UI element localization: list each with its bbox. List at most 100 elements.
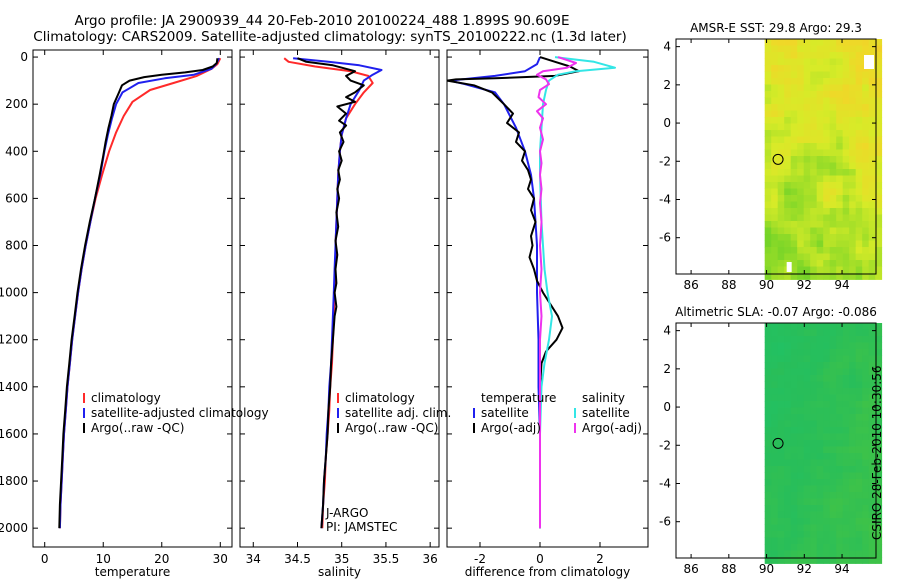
- sst-lat-tick-label: -2: [659, 154, 671, 168]
- sla-heat-cell: [855, 446, 863, 454]
- sst-heat-cell: [816, 182, 824, 189]
- sst-heat-cell: [816, 260, 824, 267]
- sla-heat-cell: [862, 329, 870, 337]
- sla-heat-cell: [777, 342, 785, 350]
- sla-heat-cell: [829, 459, 837, 467]
- sst-heat-cell: [823, 71, 831, 79]
- sla-heat-cell: [764, 505, 772, 512]
- sst-heat-cell: [868, 227, 876, 235]
- sla-heat-cell: [855, 544, 863, 551]
- sst-heat-cell: [810, 78, 818, 85]
- sst-heat-cell: [810, 110, 818, 118]
- sla-heat-cell: [771, 459, 779, 467]
- sla-heat-cell: [790, 440, 798, 447]
- sst-heat-cell: [875, 97, 883, 105]
- sst-heat-cell: [790, 208, 798, 215]
- sla-heat-cell: [836, 453, 844, 460]
- sst-heat-cell: [810, 208, 818, 215]
- sla-heat-cell: [836, 355, 844, 363]
- sla-heat-cell: [784, 531, 792, 538]
- sla-heat-cell: [829, 368, 837, 376]
- sst-heat-cell: [777, 156, 785, 163]
- sla-heat-cell: [829, 511, 837, 519]
- sla-heat-cell: [849, 544, 857, 551]
- sst-heat-cell: [842, 58, 850, 66]
- sla-heat-cell: [842, 459, 850, 467]
- sst-heat-cell: [803, 208, 811, 215]
- sst-heat-cell: [836, 58, 844, 66]
- sla-heat-cell: [810, 388, 818, 395]
- sla-heat-cell: [803, 446, 811, 454]
- sst-heat-cell: [810, 39, 818, 46]
- sst-heat-cell: [868, 253, 876, 261]
- sst-heat-cell: [842, 188, 850, 196]
- sst-heat-cell: [849, 39, 857, 46]
- sst-heat-cell: [823, 149, 831, 157]
- sla-heat-cell: [829, 362, 837, 369]
- sla-heat-cell: [836, 440, 844, 447]
- sla-heat-cell: [771, 446, 779, 454]
- sla-heat-cell: [868, 557, 876, 564]
- sla-heat-cell: [875, 342, 883, 350]
- sst-heat-cell: [875, 266, 883, 274]
- sst-heat-cell: [849, 110, 857, 118]
- sst-heat-cell: [764, 45, 772, 53]
- sla-heat-cell: [862, 446, 870, 454]
- sst-heat-cell: [862, 71, 870, 79]
- sst-heat-cell: [764, 266, 772, 274]
- sst-heat-cell: [784, 247, 792, 254]
- sla-heat-cell: [855, 336, 863, 343]
- sst-heat-cell: [868, 84, 876, 92]
- sla-heat-cell: [777, 485, 785, 493]
- sst-heat-cell: [803, 169, 811, 176]
- sst-heat-cell: [764, 104, 772, 111]
- sla-heat-cell: [816, 498, 824, 506]
- sst-heat-cell: [777, 149, 785, 157]
- sla-heat-cell: [816, 329, 824, 337]
- sst-heat-cell: [764, 97, 772, 105]
- sst-heat-cell: [816, 52, 824, 59]
- sla-heat-cell: [875, 466, 883, 473]
- sst-heat-cell: [816, 39, 824, 46]
- sla-heat-cell: [810, 394, 818, 402]
- sst-heat-cell: [836, 253, 844, 261]
- sla-heat-cell: [868, 401, 876, 408]
- sst-heat-cell: [868, 71, 876, 79]
- sla-heat-cell: [849, 524, 857, 532]
- sst-heat-cell: [842, 227, 850, 235]
- sst-heat-cell: [855, 273, 863, 280]
- sla-heat-cell: [790, 472, 798, 480]
- sla-heat-cell: [836, 336, 844, 343]
- sst-heat-cell: [764, 182, 772, 189]
- sst-heat-cell: [836, 175, 844, 183]
- sst-heat-cell: [849, 58, 857, 66]
- sst-heat-cell: [771, 71, 779, 79]
- sst-heat-cell: [764, 253, 772, 261]
- sla-heat-cell: [816, 368, 824, 376]
- sla-heat-cell: [855, 414, 863, 421]
- sla-heat-cell: [823, 446, 831, 454]
- sst-heat-cell: [868, 97, 876, 105]
- sla-heat-cell: [868, 511, 876, 519]
- sla-heat-cell: [764, 394, 772, 402]
- sst-heat-cell: [816, 117, 824, 124]
- sla-heat-cell: [790, 368, 798, 376]
- sla-heat-cell: [797, 342, 805, 350]
- sla-heat-cell: [862, 362, 870, 369]
- sla-heat-cell: [849, 498, 857, 506]
- sla-heat-cell: [810, 355, 818, 363]
- sst-heat-cell: [803, 123, 811, 131]
- sla-heat-cell: [790, 362, 798, 369]
- sla-heat-cell: [784, 394, 792, 402]
- sla-heat-cell: [868, 531, 876, 538]
- difference-series-group: [447, 56, 616, 529]
- sla-heat-cell: [803, 407, 811, 415]
- sst-heat-cell: [810, 65, 818, 72]
- sst-heat-cell: [777, 45, 785, 53]
- sla-heat-cell: [875, 492, 883, 499]
- sla-heat-cell: [803, 329, 811, 337]
- sla-heat-cell: [849, 550, 857, 558]
- sst-heat-cell: [855, 52, 863, 59]
- sst-heat-cell: [855, 91, 863, 98]
